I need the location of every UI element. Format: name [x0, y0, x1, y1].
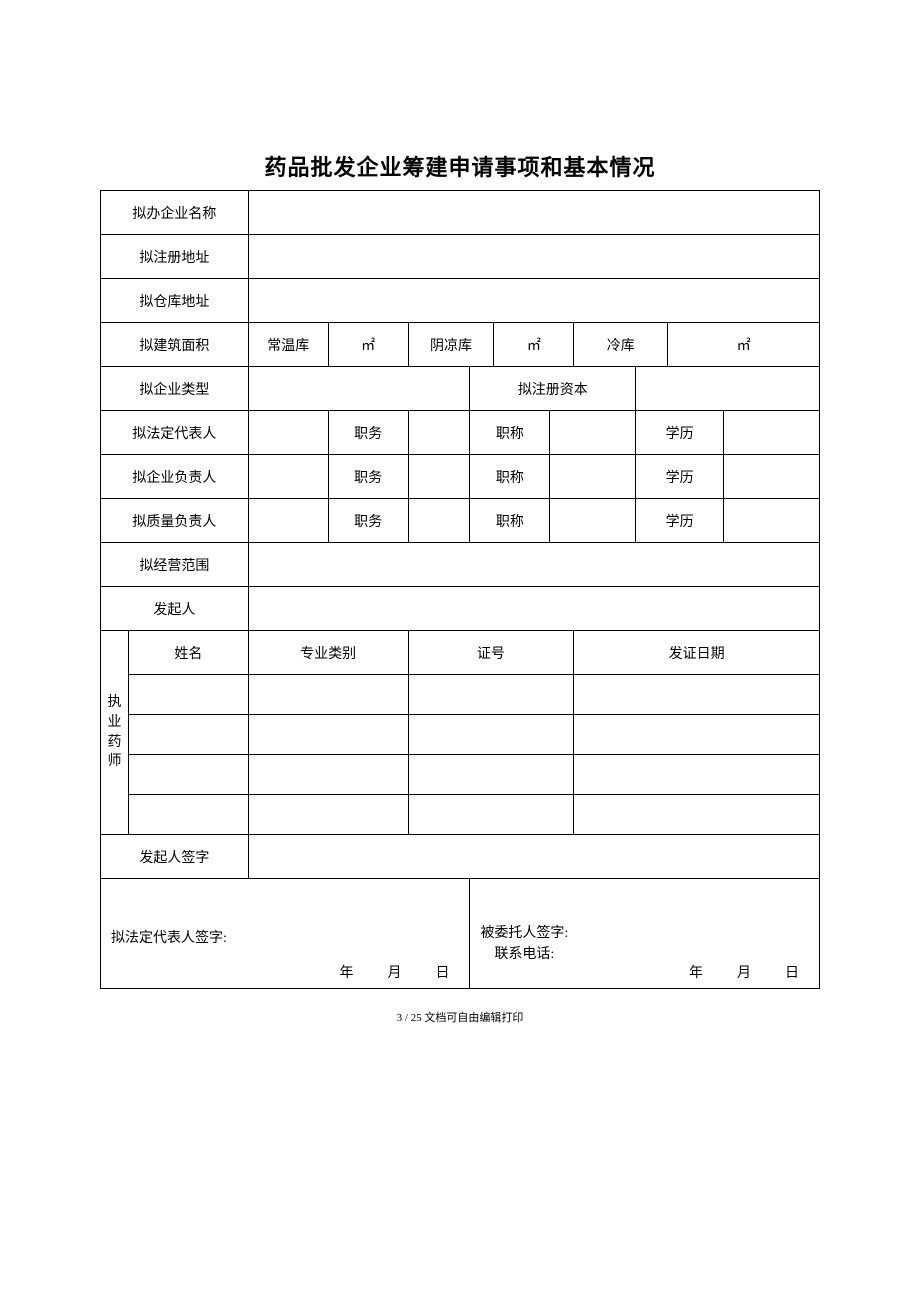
label-building-area: 拟建筑面积 [101, 323, 249, 367]
field-sponsor-sign[interactable] [248, 835, 819, 879]
label-edu-3: 学历 [636, 499, 724, 543]
field-quality-head-name[interactable] [248, 499, 328, 543]
page-title: 药品批发企业筹建申请事项和基本情况 [0, 150, 920, 182]
pharm-name-4[interactable] [128, 795, 248, 835]
date-left: 年月日 [317, 962, 461, 982]
label-legal-rep-sign: 拟法定代表人签字: [111, 927, 227, 947]
label-edu-2: 学历 [636, 455, 724, 499]
pharm-name-1[interactable] [128, 675, 248, 715]
pharm-header-date: 发证日期 [574, 631, 820, 675]
pharm-name-3[interactable] [128, 755, 248, 795]
unit-sqm-2: ㎡ [494, 323, 574, 367]
field-reg-capital[interactable] [636, 367, 820, 411]
label-warehouse-address: 拟仓库地址 [101, 279, 249, 323]
application-form-table: 拟办企业名称 拟注册地址 拟仓库地址 拟建筑面积 常温库 ㎡ 阴凉库 ㎡ 冷库 … [100, 190, 820, 989]
pharm-cert-1[interactable] [408, 675, 574, 715]
label-reg-address: 拟注册地址 [101, 235, 249, 279]
field-warehouse-address[interactable] [248, 279, 819, 323]
label-company-name: 拟办企业名称 [101, 191, 249, 235]
pharm-cat-2[interactable] [248, 715, 408, 755]
label-sponsor-sign: 发起人签字 [101, 835, 249, 879]
label-reg-capital: 拟注册资本 [470, 367, 636, 411]
label-title-1: 职称 [470, 411, 550, 455]
field-reg-address[interactable] [248, 235, 819, 279]
legal-rep-sign-block[interactable]: 拟法定代表人签字: 年月日 [101, 879, 470, 989]
label-company-head: 拟企业负责人 [101, 455, 249, 499]
field-title-2[interactable] [550, 455, 636, 499]
pharm-cert-2[interactable] [408, 715, 574, 755]
field-edu-1[interactable] [724, 411, 820, 455]
label-normal-temp: 常温库 [248, 323, 328, 367]
pharm-cat-1[interactable] [248, 675, 408, 715]
field-company-name[interactable] [248, 191, 819, 235]
pharm-date-4[interactable] [574, 795, 820, 835]
pharm-name-2[interactable] [128, 715, 248, 755]
unit-sqm-1: ㎡ [328, 323, 408, 367]
field-position-2[interactable] [408, 455, 470, 499]
label-sponsor: 发起人 [101, 587, 249, 631]
label-business-scope: 拟经营范围 [101, 543, 249, 587]
field-title-3[interactable] [550, 499, 636, 543]
pharm-date-3[interactable] [574, 755, 820, 795]
unit-sqm-3: ㎡ [668, 323, 820, 367]
label-edu-1: 学历 [636, 411, 724, 455]
pharm-date-2[interactable] [574, 715, 820, 755]
field-position-3[interactable] [408, 499, 470, 543]
label-company-type: 拟企业类型 [101, 367, 249, 411]
field-edu-2[interactable] [724, 455, 820, 499]
pharm-cert-4[interactable] [408, 795, 574, 835]
page-footer: 3 / 25 文档可自由编辑打印 [0, 1009, 920, 1025]
pharm-cat-3[interactable] [248, 755, 408, 795]
field-sponsor[interactable] [248, 587, 819, 631]
field-position-1[interactable] [408, 411, 470, 455]
label-position-2: 职务 [328, 455, 408, 499]
date-right: 年月日 [667, 962, 811, 982]
label-cool-storage: 阴凉库 [408, 323, 494, 367]
pharm-header-category: 专业类别 [248, 631, 408, 675]
label-entrusted-sign: 被委托人签字: 联系电话: [480, 923, 568, 965]
field-title-1[interactable] [550, 411, 636, 455]
entrusted-sign-block[interactable]: 被委托人签字: 联系电话: 年月日 [470, 879, 820, 989]
pharm-header-certno: 证号 [408, 631, 574, 675]
label-position-3: 职务 [328, 499, 408, 543]
label-position-1: 职务 [328, 411, 408, 455]
label-cold-storage: 冷库 [574, 323, 668, 367]
field-edu-3[interactable] [724, 499, 820, 543]
label-pharmacist-vertical: 执业药师 [101, 631, 129, 835]
field-company-type[interactable] [248, 367, 470, 411]
label-title-2: 职称 [470, 455, 550, 499]
field-business-scope[interactable] [248, 543, 819, 587]
pharm-date-1[interactable] [574, 675, 820, 715]
pharm-cert-3[interactable] [408, 755, 574, 795]
field-company-head-name[interactable] [248, 455, 328, 499]
label-quality-head: 拟质量负责人 [101, 499, 249, 543]
field-legal-rep-name[interactable] [248, 411, 328, 455]
label-legal-rep: 拟法定代表人 [101, 411, 249, 455]
label-title-3: 职称 [470, 499, 550, 543]
pharm-header-name: 姓名 [128, 631, 248, 675]
pharm-cat-4[interactable] [248, 795, 408, 835]
